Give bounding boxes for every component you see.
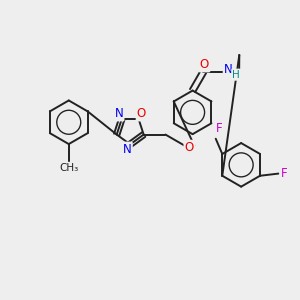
Text: O: O — [137, 107, 146, 120]
Text: N: N — [123, 143, 132, 156]
Text: O: O — [185, 141, 194, 154]
Text: N: N — [224, 63, 233, 76]
Text: CH₃: CH₃ — [59, 163, 78, 173]
Text: F: F — [280, 167, 287, 180]
Text: O: O — [200, 58, 209, 71]
Text: N: N — [115, 107, 123, 120]
Text: H: H — [232, 70, 240, 80]
Text: F: F — [216, 122, 223, 135]
